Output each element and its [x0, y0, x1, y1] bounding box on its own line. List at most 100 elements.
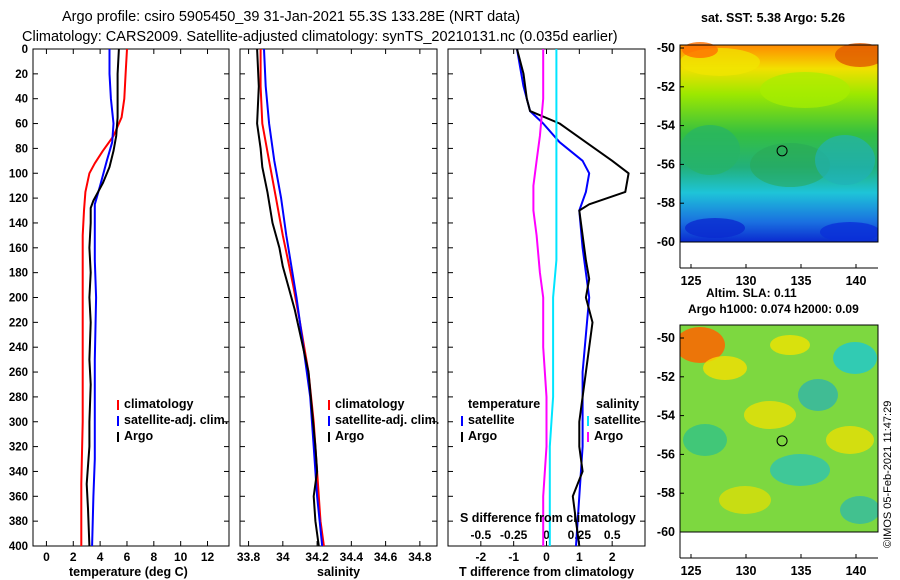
x-tick-label: 0 [43, 550, 50, 564]
depth-tick-label: 140 [9, 218, 28, 230]
series-line-argo [256, 48, 320, 547]
map-y-tick-label: -50 [657, 41, 675, 55]
map-y-tick-label: -58 [657, 196, 675, 210]
depth-tick-label: 240 [9, 342, 28, 354]
series-line-argo [85, 48, 120, 547]
depth-tick-label: 80 [15, 143, 28, 155]
series-line-satellite-adj-clim- [263, 48, 324, 547]
x-tick-label: 12 [201, 550, 215, 564]
sst-cool-patch [815, 135, 875, 185]
depth-tick-label: 40 [15, 94, 28, 106]
difference-legend: temperature satellite Argo salinity sate… [461, 397, 641, 443]
s-tick-label: -0.25 [500, 528, 528, 542]
legend-heading-salinity: salinity [596, 397, 639, 411]
map-x-tick-label: 135 [791, 564, 812, 578]
series-line-salinity-satellite [548, 49, 558, 546]
sst-warm-patch [760, 72, 850, 108]
map-x-tick-label: 135 [791, 274, 812, 288]
temperature-panel-frame [32, 48, 230, 547]
title-line-2: Climatology: CARS2009. Satellite-adjuste… [22, 29, 618, 45]
x-tick-label: 10 [174, 550, 188, 564]
legend-heading-temperature: temperature [468, 397, 540, 411]
map-x-tick-label: 125 [681, 564, 702, 578]
sst-map [679, 42, 879, 243]
x-tick-label: -2 [475, 550, 486, 564]
x-tick-label: 33.8 [237, 550, 261, 564]
title-line-1: Argo profile: csiro 5905450_39 31-Jan-20… [62, 9, 520, 25]
difference-panel-frame [447, 48, 646, 547]
map-y-tick-label: -52 [657, 80, 675, 94]
map-y-tick-label: -50 [657, 331, 675, 345]
sst-cold-patch [685, 218, 745, 238]
sst-cold-patch [820, 222, 878, 242]
depth-tick-label: 0 [22, 44, 28, 56]
x-tick-label: 34 [276, 550, 290, 564]
imos-credit: ©IMOS 05-Feb-2021 11:47:29 [882, 401, 894, 548]
sla-map-axes: 125 130 135 140 -50 -52 -54 -56 -58 -60 [657, 331, 867, 578]
depth-axis: 0 20 40 60 80 100 120 140 160 180 200 220 240 260 280 3… [9, 44, 645, 553]
x-tick-label: 1 [576, 550, 583, 564]
sla-high-patch [826, 426, 874, 454]
map-x-tick-label: 140 [846, 564, 867, 578]
sla-low-patch [770, 454, 830, 486]
x-tick-label: 8 [150, 550, 157, 564]
series-line-climatology [80, 48, 128, 546]
sla-map-title-2: Argo h1000: 0.074 h2000: 0.09 [688, 302, 859, 316]
sla-argo-location-marker [776, 435, 788, 447]
map-y-tick-label: -56 [657, 157, 675, 171]
legend-label-temp-satellite: satellite [468, 413, 515, 427]
depth-tick-label: 60 [15, 119, 28, 131]
depth-tick-label: 380 [9, 516, 28, 528]
depth-tick-label: 360 [9, 491, 28, 503]
depth-tick-label: 220 [9, 317, 28, 329]
depth-tick-label: 400 [9, 541, 28, 553]
x-tick-label: 34.8 [408, 550, 432, 564]
s-tick-label: 0.25 [568, 528, 592, 542]
legend-label-satellite: satellite-adj. clim. [124, 413, 228, 427]
map-x-tick-label: 125 [681, 274, 702, 288]
sla-high-patch [770, 335, 810, 355]
sst-mid-patch [750, 143, 830, 187]
sla-low-patch [683, 424, 727, 456]
sla-high-patch [719, 486, 771, 514]
s-tick-label: 0.5 [604, 528, 621, 542]
salinity-xlabel: salinity [317, 565, 360, 579]
x-tick-label: 0 [543, 550, 550, 564]
sla-low-patch [798, 379, 838, 411]
legend-label-sal-argo: Argo [594, 429, 624, 443]
map-y-tick-label: -56 [657, 447, 675, 461]
sst-map-title: sat. SST: 5.38 Argo: 5.26 [701, 11, 845, 25]
salinity-plot: 33.8 34 34.2 34.4 34.6 34.8 [237, 48, 432, 564]
sst-argo-location-marker [776, 145, 788, 157]
map-y-tick-label: -52 [657, 370, 675, 384]
legend-label-climatology: climatology [124, 397, 194, 411]
sla-high-patch [680, 327, 725, 363]
sst-map-axes: 125 130 135 140 -50 -52 -54 -56 -58 -60 [657, 41, 867, 288]
map-x-tick-label: 130 [736, 274, 757, 288]
temperature-xlabel: temperature (deg C) [69, 565, 188, 579]
x-tick-label: 2 [70, 550, 77, 564]
depth-tick-label: 160 [9, 243, 28, 255]
legend-label-satellite: satellite-adj. clim. [335, 413, 439, 427]
difference-xlabel: T difference from climatology [459, 565, 634, 579]
sla-map [679, 324, 879, 533]
difference-xlabel-top: S difference from climatology [460, 511, 636, 525]
map-y-tick-label: -60 [657, 525, 675, 539]
map-y-tick-label: -58 [657, 486, 675, 500]
x-tick-label: 6 [124, 550, 131, 564]
sla-high-patch [703, 356, 747, 380]
depth-tick-label: 100 [9, 168, 28, 180]
map-y-tick-label: -54 [657, 409, 675, 423]
sst-warm-patch [682, 42, 718, 58]
s-tick-label: -0.5 [470, 528, 491, 542]
series-line-salinity-argo [532, 49, 548, 546]
depth-tick-label: 120 [9, 193, 28, 205]
x-tick-label: 4 [97, 550, 104, 564]
salinity-legend: climatology satellite-adj. clim. Argo [328, 397, 439, 443]
legend-label-argo: Argo [124, 429, 154, 443]
x-tick-label: 34.2 [305, 550, 329, 564]
sla-low-patch [840, 496, 878, 524]
sst-map-texture [680, 42, 878, 242]
depth-tick-label: 200 [9, 293, 28, 305]
